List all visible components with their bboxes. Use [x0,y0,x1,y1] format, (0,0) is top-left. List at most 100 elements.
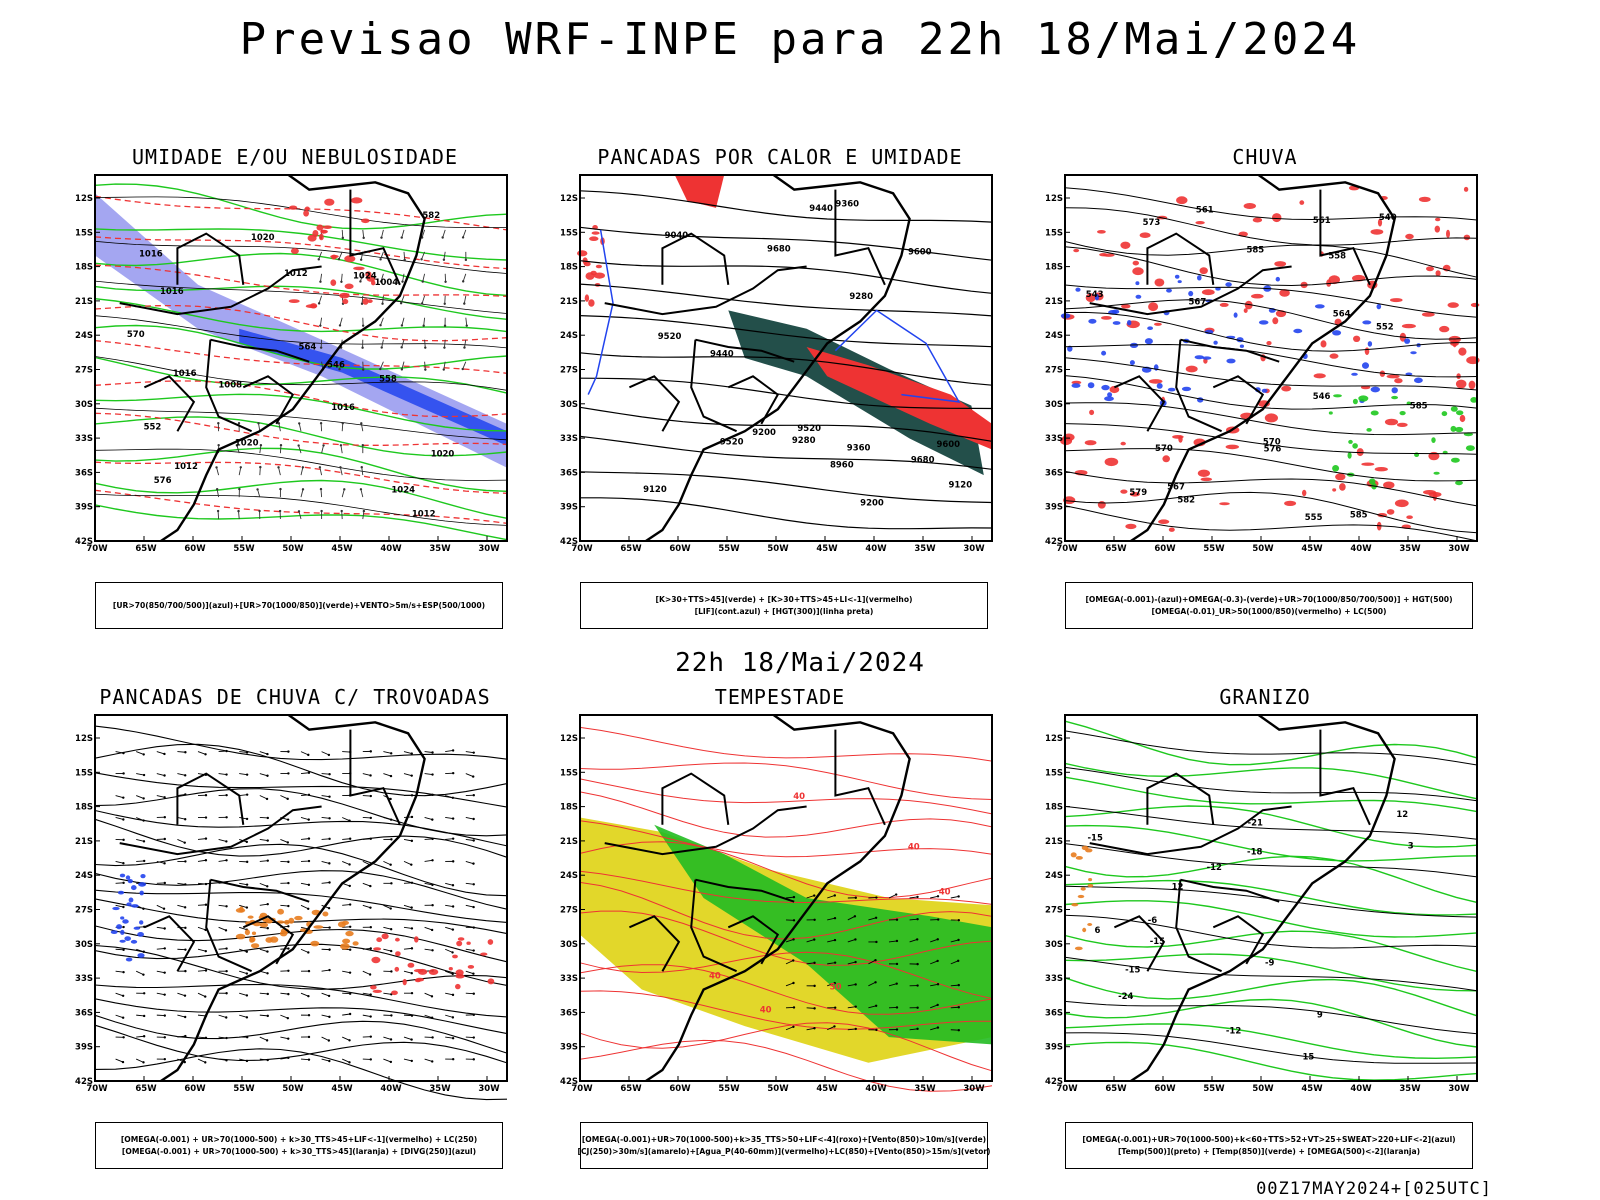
shade-region [674,175,725,208]
wind-vector [321,969,330,972]
shade-cell [1450,340,1459,347]
shade-cell [1339,483,1346,491]
wind-vector-head [266,859,269,862]
shade-cell [1225,444,1239,450]
wind-vector-head [266,885,269,888]
shade-cell [1176,196,1188,205]
contour-line [1064,246,1478,287]
shade-cell [1166,288,1172,293]
panel-tempestade: TEMPESTADE 40 40 40 50 40 40 12S 15S 18S 21S 24S 27… [560,685,1000,1185]
wind-vector-head [390,1014,393,1017]
lat-tick-label: 12S [1045,194,1063,204]
contour-line [94,493,508,526]
lon-tick-label: 55W [718,1084,740,1094]
shade-cell [1446,229,1450,238]
wind-vector [218,773,227,775]
lon-tick-label: 30W [478,544,500,554]
contour-line [94,196,508,228]
shade-cell [1332,465,1340,472]
wind-vector [115,1014,124,1019]
contour-line [94,298,508,333]
shade-cell [1233,312,1238,318]
wind-vector-head [431,904,434,907]
wind-vector-head [163,837,166,841]
lat-tick-label: 24S [560,871,578,881]
shade-cell [1404,338,1411,344]
contour-label: 552 [144,423,162,433]
wind-vector [259,1058,268,1061]
wind-vector-head [472,862,475,865]
wind-vector [403,882,413,884]
contour-line [94,339,508,374]
shade-cell [1073,248,1080,253]
wind-vector-head [792,981,795,985]
contour-line [579,964,993,1015]
contour-label: 1012 [174,462,198,472]
wind-vector [340,445,343,454]
shade-cell [247,915,254,919]
map-borders [1089,174,1396,542]
wind-vector-head [389,797,392,801]
wind-vector-head [163,816,166,819]
wind-vector [197,926,206,931]
contour-line [94,725,508,761]
wind-vector [156,795,165,798]
wind-vector [847,939,856,943]
wind-vector-head [245,1016,249,1019]
wind-vector [443,361,446,370]
contour-label: 9040 [665,231,689,241]
wind-vector-head [369,947,372,950]
lat-tick-label: 27S [75,906,93,916]
contour-lines [94,196,508,526]
contour-line [94,772,508,808]
wind-vector [868,1005,877,1009]
shade-cell [140,874,146,879]
wind-vector-head [348,863,351,866]
humidity-core [239,328,507,446]
shade-cell [1458,347,1467,356]
contour-line [94,264,508,298]
shade-cell [1431,437,1436,443]
shade-cell [1239,344,1244,348]
wind-vector-head [916,1027,919,1031]
wind-vector-head [204,882,208,886]
shade-region [728,310,984,476]
wind-vector-head [245,773,249,776]
lon-tick-label: 30W [963,1084,985,1094]
country-border [1175,339,1223,433]
wind-vector [156,773,165,776]
contour-line [94,943,508,986]
wind-vector [421,251,426,260]
wind-vector [950,1006,959,1009]
shade-cell [119,939,126,943]
wind-vector [445,1014,454,1018]
lat-tick-label: 42S [75,1077,93,1087]
wind-vector-head [389,1060,393,1064]
shade-cell [1219,502,1230,506]
lon-tick-label: 70W [1056,1084,1078,1094]
legend-line: [OMEGA(-0.001)+UR>70(1000-500)+k<60+TTS>… [1082,1134,1456,1144]
wind-vector [383,1058,392,1063]
country-border [690,339,738,433]
wind-vector-head [348,971,352,974]
shade-cell [589,236,599,241]
wind-vector [342,992,351,995]
wind-vector [259,860,268,862]
contour-line [1064,730,1478,766]
lon-tick-label: 60W [669,1084,691,1094]
wind-vector-head [361,443,364,447]
wind-vector-head [307,837,311,840]
lon-tick-label: 45W [816,544,838,554]
contour-label: -24 [1118,992,1133,1002]
wind-vector [465,882,474,885]
wind-vector-head [307,1035,311,1039]
contour-label: 567 [1189,297,1207,307]
contour-line [579,910,993,966]
contour-line [579,471,993,504]
wind-vector-head [287,772,290,775]
wind-vector-head [792,1006,796,1009]
shade-cell [303,210,309,217]
shade-cell [1450,406,1458,412]
legend-line: [OMEGA(-0.001)-(azul)+OMEGA(-0.3)-(verde… [1085,594,1453,604]
wind-vector [462,361,467,370]
